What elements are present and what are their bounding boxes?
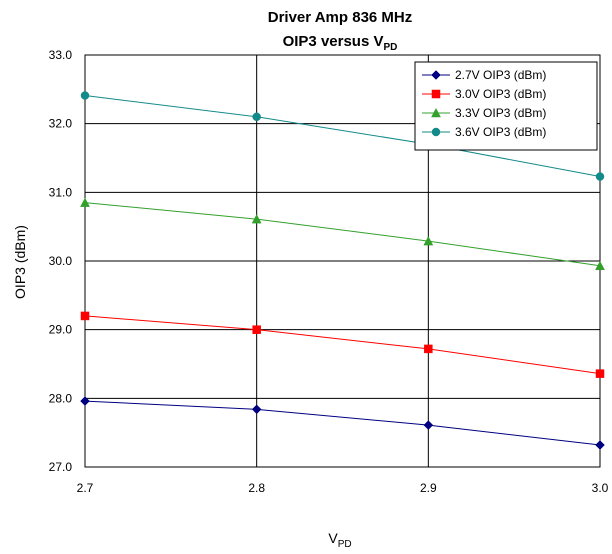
x-tick-label: 2.7	[77, 481, 94, 495]
data-point-marker	[251, 214, 262, 224]
data-point-marker	[595, 369, 605, 378]
x-tick-label: 3.0	[592, 481, 609, 495]
legend-item: 3.0V OIP3 (dBm)	[422, 87, 546, 101]
data-point-marker	[80, 311, 90, 321]
chart-title-line2-main: OIP3 versus V	[283, 33, 384, 50]
data-point-marker	[423, 236, 434, 246]
y-tick-label: 27.0	[49, 460, 73, 474]
chart-title-line2: OIP3 versus VPD	[283, 33, 398, 53]
data-point-marker	[80, 197, 90, 207]
data-point-marker	[595, 440, 605, 450]
y-tick-label: 29.0	[49, 323, 73, 337]
series-line	[84, 202, 601, 267]
series-line	[84, 400, 601, 446]
chart-title-line2-subscript: PD	[384, 42, 398, 53]
data-point-marker	[252, 325, 261, 334]
data-point-marker	[431, 89, 441, 99]
data-point-marker	[80, 91, 90, 100]
legend-item: 3.6V OIP3 (dBm)	[422, 125, 546, 139]
legend-items: 2.7V OIP3 (dBm) 3.0V OIP3 (dBm) 3.3V OIP3 …	[422, 68, 546, 139]
legend-label: 3.6V OIP3 (dBm)	[455, 125, 546, 139]
series-1	[80, 396, 605, 450]
data-point-marker	[251, 404, 262, 415]
data-point-marker	[595, 260, 605, 271]
x-axis-title-main: V	[328, 530, 338, 546]
legend: 2.7V OIP3 (dBm) 3.0V OIP3 (dBm) 3.3V OIP3 …	[414, 61, 598, 151]
y-tick-label: 31.0	[49, 185, 73, 199]
data-point-marker	[424, 344, 433, 354]
y-axis-ticks: 27.0 28.0 29.0 30.0 31.0 32.0 33.0	[49, 48, 73, 474]
x-tick-label: 2.8	[248, 481, 265, 495]
data-point-marker	[252, 112, 261, 122]
x-axis-title: VPD	[328, 530, 351, 550]
chart-title-line1: Driver Amp 836 MHz	[268, 9, 413, 26]
y-tick-label: 28.0	[49, 391, 73, 405]
data-point-marker	[80, 396, 90, 406]
y-tick-label: 33.0	[49, 48, 73, 62]
y-axis-title: OIP3 (dBm)	[12, 225, 28, 299]
legend-label: 2.7V OIP3 (dBm)	[455, 68, 546, 82]
series-line	[84, 95, 601, 178]
x-axis-ticks: 2.7 2.8 2.9 3.0	[77, 481, 609, 495]
legend-item: 3.3V OIP3 (dBm)	[422, 106, 546, 120]
data-point-marker	[423, 420, 434, 430]
series-lines	[80, 91, 605, 450]
data-point-marker	[431, 70, 441, 80]
legend-label: 3.3V OIP3 (dBm)	[455, 106, 546, 120]
x-tick-label: 2.9	[420, 481, 437, 495]
data-point-marker	[431, 127, 441, 137]
series-2	[80, 311, 605, 378]
legend-label: 3.0V OIP3 (dBm)	[455, 87, 546, 101]
series-line	[84, 315, 601, 375]
y-tick-label: 32.0	[49, 117, 73, 131]
data-point-marker	[431, 107, 441, 118]
x-axis-title-subscript: PD	[338, 539, 352, 550]
series-3	[80, 197, 605, 271]
legend-item: 2.7V OIP3 (dBm)	[422, 68, 546, 82]
y-tick-label: 30.0	[49, 254, 73, 268]
data-point-marker	[595, 172, 605, 181]
legend-box	[414, 61, 598, 151]
